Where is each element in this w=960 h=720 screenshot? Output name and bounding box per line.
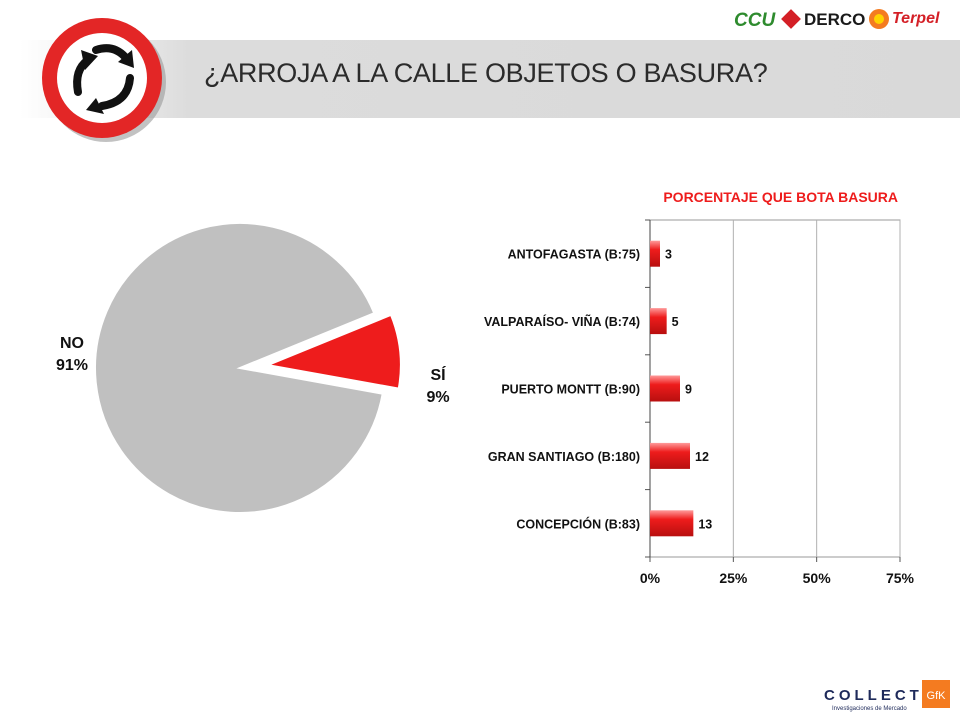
category-label: PUERTO MONTT (B:90) [501, 383, 640, 397]
sponsor-logos: CCU DERCO Terpel [732, 6, 952, 34]
ccu-logo: CCU [734, 10, 776, 31]
data-label: 5 [672, 315, 679, 329]
pie-chart: NO 91% SÍ 9% [56, 222, 450, 514]
gfk-badge: GfK [927, 690, 947, 702]
pie-slice-sí [264, 313, 402, 390]
category-label: ANTOFAGASTA (B:75) [508, 248, 640, 262]
collect-logo-subtitle: Investigaciones de Mercado [832, 706, 907, 712]
pie-value-no: 91% [56, 357, 88, 374]
category-label: CONCEPCIÓN (B:83) [516, 516, 640, 531]
page-title: ¿ARROJA A LA CALLE OBJETOS O BASURA? [204, 58, 768, 88]
no-littering-sign-icon [42, 18, 166, 142]
derco-diamond-icon [781, 9, 801, 29]
bar [650, 442, 690, 469]
bar [650, 308, 667, 335]
pie-label-sí: SÍ [430, 365, 446, 384]
terpel-sun-icon [869, 9, 889, 29]
x-tick-label: 0% [640, 570, 661, 586]
collect-logo-text: COLLECT [824, 687, 923, 704]
terpel-logo: Terpel [892, 10, 940, 27]
data-label: 3 [665, 248, 672, 262]
derco-logo: DERCO [804, 10, 866, 29]
bar-chart-title: PORCENTAJE QUE BOTA BASURA [663, 189, 898, 205]
bar-chart: PORCENTAJE QUE BOTA BASURA 0% 25% 50% 75% AN… [484, 189, 915, 586]
data-label: 12 [695, 450, 709, 464]
x-tick-label: 25% [719, 570, 748, 586]
pie-value-sí: 9% [426, 389, 449, 406]
collect-logo: COLLECT Investigaciones de Mercado GfK [822, 678, 952, 714]
category-label: VALPARAÍSO- VIÑA (B:74) [484, 314, 640, 329]
bar [650, 510, 694, 537]
header-band [20, 40, 960, 118]
x-tick-label: 50% [803, 570, 832, 586]
pie-slice-no [94, 222, 384, 514]
category-label: GRAN SANTIAGO (B:180) [488, 450, 640, 464]
bar [650, 375, 680, 402]
data-label: 9 [685, 383, 692, 397]
data-label: 13 [698, 517, 712, 531]
x-tick-label: 75% [886, 570, 915, 586]
pie-label-no: NO [60, 335, 84, 352]
bar [650, 240, 660, 267]
